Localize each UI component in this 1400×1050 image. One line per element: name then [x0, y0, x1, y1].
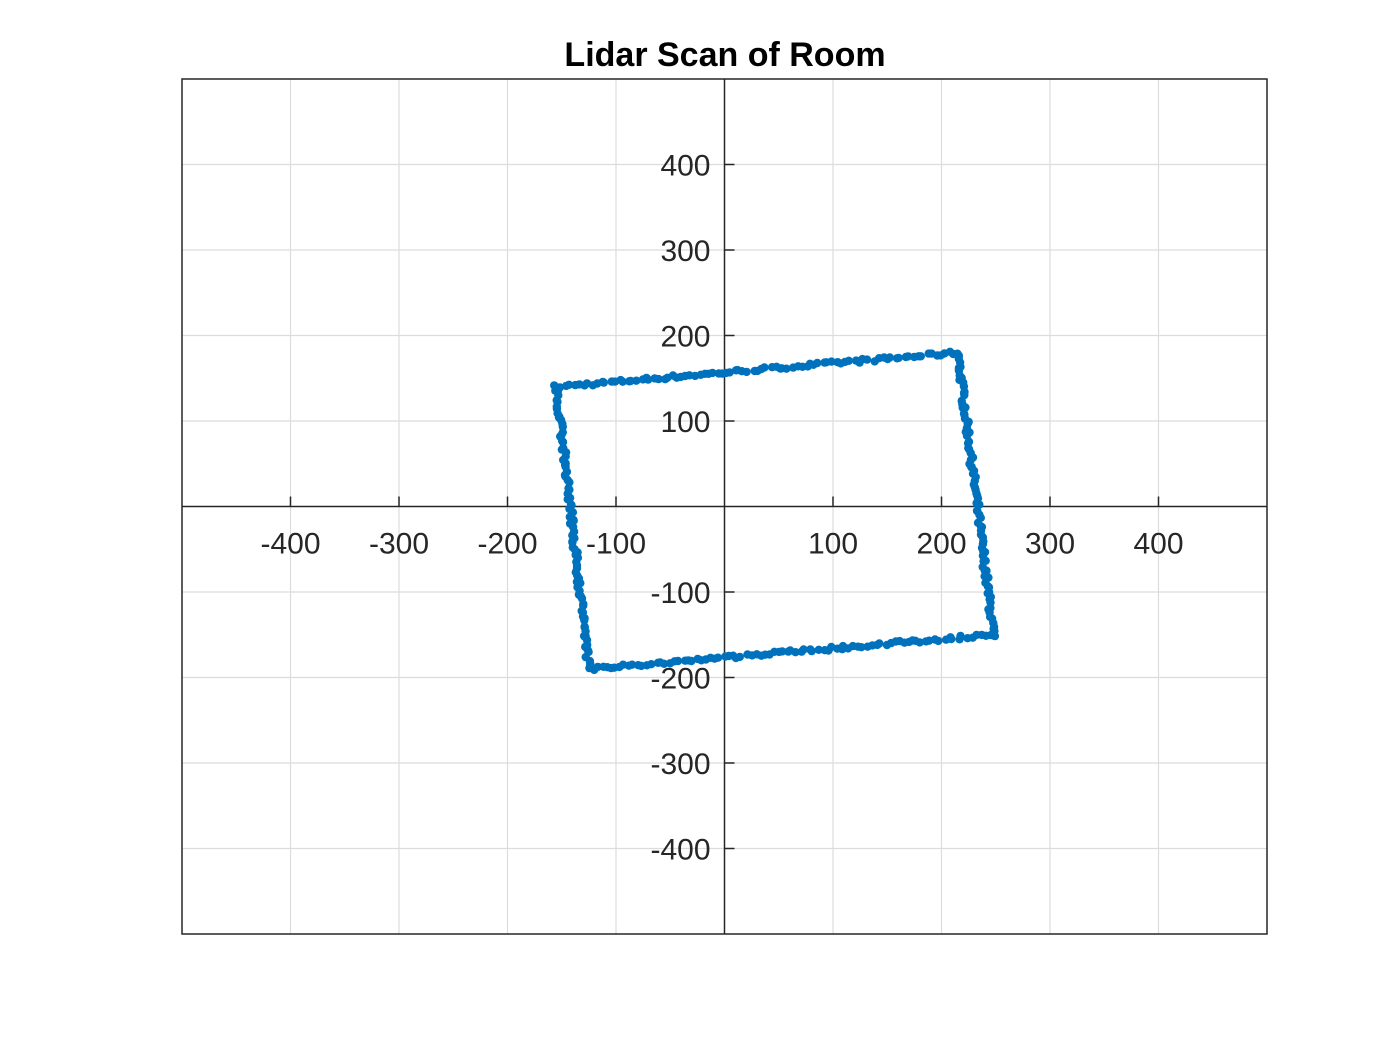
scan-point: [653, 658, 663, 667]
scan-point: [782, 364, 791, 373]
y-tick-label: 300: [660, 235, 710, 268]
x-tick-label: 300: [1025, 528, 1075, 561]
x-tick-label: 200: [916, 528, 966, 561]
scan-point: [632, 376, 641, 385]
x-tick-label: 400: [1133, 528, 1183, 561]
scan-point: [963, 634, 972, 643]
scan-point: [708, 368, 717, 378]
scan-point: [882, 640, 892, 650]
scan-point: [844, 356, 853, 365]
scan-point: [863, 642, 872, 651]
scan-point: [665, 659, 675, 668]
scan-point: [559, 443, 568, 453]
chart-title: Lidar Scan of Room: [564, 36, 885, 74]
tick-marks: [289, 163, 1160, 850]
scan-point: [643, 375, 653, 384]
x-tick-label: 100: [808, 528, 858, 561]
y-tick-label: -200: [650, 663, 710, 696]
y-tick-label: -100: [650, 577, 710, 610]
scan-point: [618, 377, 627, 386]
tick-labels: -400 -300 -200 -100 100 200 300 400 -400 -300 -200…: [260, 150, 1183, 867]
scan-point: [721, 652, 730, 661]
scan-point: [813, 358, 822, 368]
scan-point: [894, 353, 903, 363]
x-tick-label: -400: [260, 528, 320, 561]
scan-point: [725, 368, 734, 377]
scan-point: [921, 637, 931, 646]
scan-point: [743, 650, 752, 659]
scan-point: [806, 645, 815, 654]
scan-point: [760, 363, 769, 372]
y-tick-label: 200: [660, 321, 710, 354]
scan-point: [551, 386, 560, 395]
x-tick-label: -200: [477, 528, 537, 561]
scan-point: [955, 635, 964, 644]
scan-point: [862, 355, 872, 364]
scan-point: [885, 353, 894, 362]
scan-point: [797, 647, 806, 656]
scan-point: [941, 635, 951, 644]
scan-point: [742, 367, 751, 377]
scan-point: [564, 380, 574, 389]
scan-point: [916, 352, 925, 361]
y-tick-label: -400: [650, 834, 710, 867]
scan-point: [820, 646, 829, 655]
scan-point: [580, 622, 589, 631]
scan-point: [599, 378, 608, 387]
y-tick-label: -300: [650, 748, 710, 781]
scan-point: [681, 656, 690, 665]
x-tick-label: -100: [586, 528, 646, 561]
scan-points: [550, 347, 1000, 675]
scan-point: [903, 352, 913, 361]
scan-point: [827, 357, 836, 366]
scan-point: [784, 647, 793, 656]
y-tick-label: 100: [660, 406, 710, 439]
scan-point: [654, 374, 663, 384]
origin-axes: [182, 79, 1267, 934]
x-tick-label: -300: [369, 528, 429, 561]
scan-point: [634, 661, 643, 670]
y-tick-label: 400: [660, 150, 710, 183]
scan-point: [814, 645, 823, 654]
